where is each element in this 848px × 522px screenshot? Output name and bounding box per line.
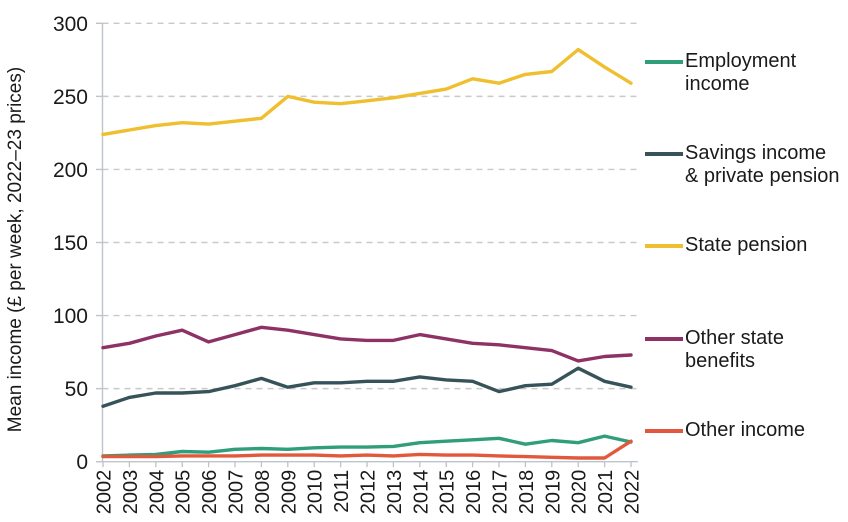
x-tick-label-2020: 2020 <box>569 470 591 515</box>
x-tick-label-2003: 2003 <box>120 470 142 515</box>
y-tick-label-0: 0 <box>76 451 88 474</box>
x-tick-label-2018: 2018 <box>516 470 538 515</box>
y-tick-label-50: 50 <box>65 378 88 401</box>
y-tick-label-100: 100 <box>53 305 88 328</box>
series-line-other-income <box>101 439 633 460</box>
x-tick-label-2006: 2006 <box>199 470 221 515</box>
x-tick-label-2012: 2012 <box>358 470 380 515</box>
x-tick-label-2009: 2009 <box>278 470 300 515</box>
x-tick-label-2008: 2008 <box>252 470 274 515</box>
y-tick-label-250: 250 <box>53 86 88 109</box>
x-tick-label-2005: 2005 <box>173 470 195 515</box>
x-tick-label-2019: 2019 <box>542 470 564 515</box>
x-tick-label-2014: 2014 <box>410 470 432 515</box>
y-tick-label-150: 150 <box>53 232 88 255</box>
x-tick-label-2017: 2017 <box>490 470 512 515</box>
y-tick-label-300: 300 <box>53 13 88 36</box>
x-tick-label-2010: 2010 <box>305 470 327 515</box>
x-tick-label-2015: 2015 <box>437 470 459 515</box>
x-tick-label-2022: 2022 <box>622 470 644 515</box>
series-line-state-pension <box>101 47 633 137</box>
x-tick-label-2011: 2011 <box>331 470 353 513</box>
x-tick-label-2021: 2021 <box>595 470 617 515</box>
x-tick-label-2016: 2016 <box>463 470 485 515</box>
x-tick-label-2013: 2013 <box>384 470 406 515</box>
x-tick-label-2007: 2007 <box>226 470 248 515</box>
series-line-employment-income <box>101 434 633 458</box>
y-tick-label-200: 200 <box>53 159 88 182</box>
x-tick-label-2002: 2002 <box>94 470 116 515</box>
x-tick-label-2004: 2004 <box>146 470 168 515</box>
series-line-savings-income-private-pension <box>101 366 633 408</box>
series-line-other-state-benefits <box>101 325 633 363</box>
